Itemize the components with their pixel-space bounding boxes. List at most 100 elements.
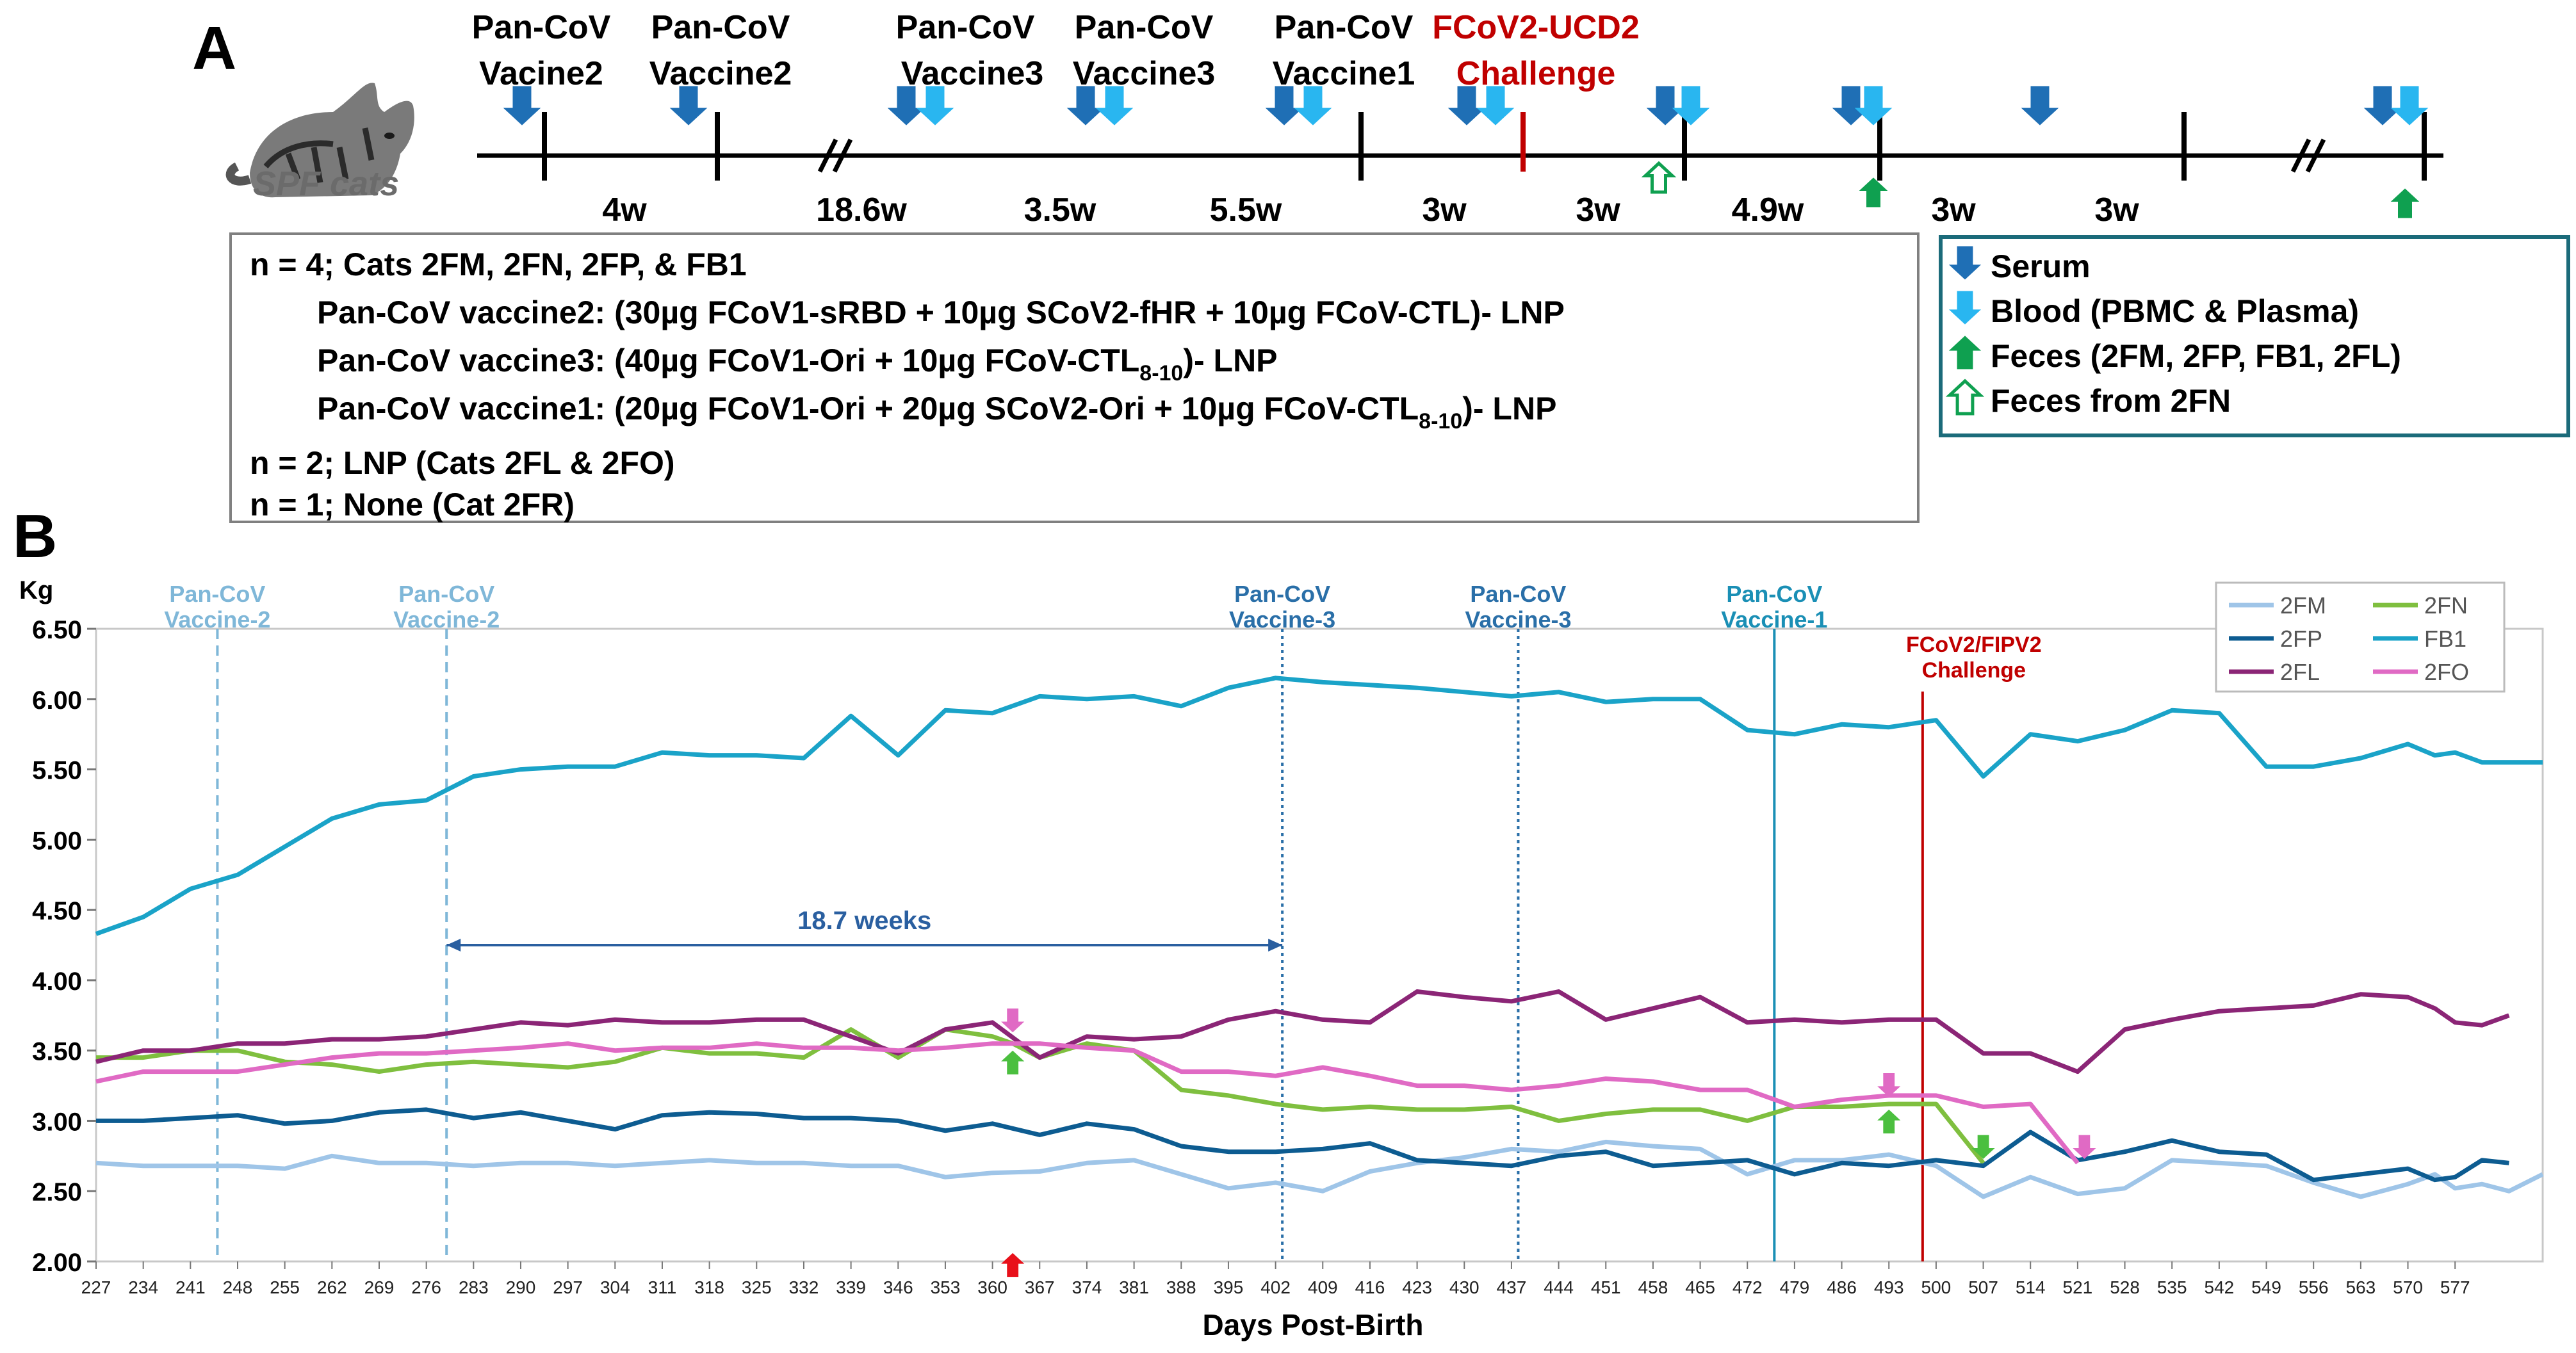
x-tick-label: 416 <box>1355 1277 1385 1297</box>
interval-5: 3w <box>1422 191 1467 229</box>
x-tick-label: 556 <box>2299 1277 2329 1297</box>
interval-4: 5.5w <box>1210 191 1282 229</box>
event-label-1: Pan-CoV Vacine2 <box>472 9 611 92</box>
interval-annotation: 18.7 weeks <box>446 907 1283 952</box>
cat-illustration <box>225 83 414 198</box>
x-tick-label: 346 <box>883 1277 913 1297</box>
y-tick-label: 2.00 <box>32 1249 82 1277</box>
y-tick-label: 2.50 <box>32 1178 82 1206</box>
x-tick-label: 486 <box>1827 1277 1857 1297</box>
x-tick-label: 430 <box>1449 1277 1480 1297</box>
x-tick-label: 304 <box>600 1277 630 1297</box>
sample-legend-label: Blood (PBMC & Plasma) <box>1991 293 2359 329</box>
series-line-2FL <box>95 989 2510 1074</box>
legend-arrow-3 <box>1945 378 1985 416</box>
event-label: FCoV2/FIPV2 <box>1906 633 2042 657</box>
plot-area <box>95 628 2544 1263</box>
x-tick-label: 451 <box>1591 1277 1621 1297</box>
x-tick-label: 577 <box>2440 1277 2470 1297</box>
interval-9: 3w <box>2094 191 2139 229</box>
x-tick-label: 332 <box>789 1277 819 1297</box>
y-tick-label: 5.00 <box>32 827 82 855</box>
serum-arrow <box>1646 86 1684 126</box>
y-tick-label: 6.50 <box>32 616 82 644</box>
svg-text:Pan-CoV: Pan-CoV <box>896 9 1035 46</box>
x-tick-label: 521 <box>2063 1277 2093 1297</box>
event-label: Pan-CoV <box>1234 581 1330 607</box>
sample-legend-label: Serum <box>1991 248 2091 284</box>
group-vaccinated: n = 4; Cats 2FM, 2FN, 2FP, & FB1 <box>250 247 747 282</box>
svg-text:Vacine2: Vacine2 <box>479 55 603 92</box>
x-tick-label: 528 <box>2110 1277 2140 1297</box>
x-tick-label: 549 <box>2251 1277 2281 1297</box>
x-tick-label: 248 <box>223 1277 253 1297</box>
svg-text:Challenge: Challenge <box>1456 55 1616 92</box>
y-axis-unit: Kg <box>19 576 53 604</box>
x-tick-label: 367 <box>1025 1277 1055 1297</box>
blood-arrow <box>1672 86 1710 126</box>
interval-labels: 4w 18.6w 3.5w 5.5w 3w 3w 4.9w 3w 3w <box>602 191 2139 229</box>
svg-text:Pan-CoV: Pan-CoV <box>472 9 611 46</box>
series-line-2FO <box>95 1041 2080 1165</box>
interval-label: 18.7 weeks <box>797 907 931 935</box>
event-label-4: Pan-CoV Vaccine3 <box>1073 9 1216 92</box>
sample-legend-box <box>1939 235 2570 437</box>
svg-text:Vaccine2: Vaccine2 <box>649 55 792 92</box>
event-label: Vaccine-2 <box>164 606 270 633</box>
sample-legend-label: Feces from 2FN <box>1991 383 2231 419</box>
chart-marker-arrow <box>1001 1050 1025 1074</box>
svg-text:Pan-CoV: Pan-CoV <box>1275 9 1414 46</box>
serum-arrow <box>1066 86 1105 126</box>
series-line-2FM <box>95 1139 2544 1199</box>
x-tick-label: 339 <box>836 1277 866 1297</box>
chart-event-lines: Pan-CoVVaccine-2Pan-CoVVaccine-2Pan-CoVV… <box>164 581 2042 1261</box>
x-tick-label: 297 <box>553 1277 583 1297</box>
feces-arrow <box>2390 188 2420 218</box>
x-tick-label: 570 <box>2393 1277 2423 1297</box>
event-label: Pan-CoV <box>169 581 265 607</box>
event-label-challenge: FCoV2-UCD2 Challenge <box>1432 9 1640 92</box>
serum-arrow <box>2021 86 2059 126</box>
x-tick-label: 388 <box>1166 1277 1196 1297</box>
x-tick-label: 241 <box>175 1277 206 1297</box>
serum-arrow <box>669 86 708 126</box>
event-label: Pan-CoV <box>398 581 494 607</box>
x-tick-label: 381 <box>1119 1277 1149 1297</box>
event-label-3: Pan-CoV Vaccine3 <box>896 9 1044 92</box>
legend-label-2FN: 2FN <box>2424 592 2468 619</box>
interval-7: 4.9w <box>1732 191 1804 229</box>
legend-arrow-0 <box>1948 246 1982 280</box>
x-tick-label: 535 <box>2157 1277 2187 1297</box>
x-tick-label: 542 <box>2205 1277 2235 1297</box>
groups-box <box>229 232 1920 523</box>
chart-series <box>95 676 2544 1199</box>
x-tick-label: 325 <box>742 1277 772 1297</box>
panel-a-timeline: A SPF cats Pan-CoV Vacine2 Pan-CoV Vacci… <box>192 9 2570 523</box>
x-tick-label: 437 <box>1497 1277 1527 1297</box>
feces-arrow <box>1859 177 1888 207</box>
interval-8: 3w <box>1931 191 1976 229</box>
serum-arrow <box>1447 86 1486 126</box>
event-label: Vaccine-3 <box>1229 606 1335 633</box>
x-tick-label: 290 <box>506 1277 536 1297</box>
timeline-ticks <box>542 112 2427 181</box>
x-tick-label: 227 <box>81 1277 111 1297</box>
timeline-arrows <box>503 86 2429 218</box>
blood-arrow <box>916 86 954 126</box>
x-tick-label: 360 <box>977 1277 1007 1297</box>
x-tick-label: 500 <box>1921 1277 1952 1297</box>
blood-arrow <box>2390 86 2429 126</box>
x-tick-label: 423 <box>1402 1277 1432 1297</box>
event-label: Vaccine-2 <box>393 606 500 633</box>
vaccine3-formula: Pan-CoV vaccine3: (40µg FCoV1-Ori + 10µg… <box>317 343 1278 385</box>
y-tick-label: 5.50 <box>32 757 82 785</box>
chart-marker-arrow <box>2073 1135 2096 1159</box>
y-tick-label: 3.50 <box>32 1038 82 1066</box>
interval-2: 18.6w <box>816 191 907 229</box>
svg-text:Vaccine3: Vaccine3 <box>901 55 1044 92</box>
x-tick-label: 276 <box>411 1277 441 1297</box>
blood-arrow <box>1476 86 1515 126</box>
x-tick-label: 318 <box>694 1277 724 1297</box>
serum-arrow <box>503 86 541 126</box>
series-line-2FN <box>96 1027 1985 1165</box>
